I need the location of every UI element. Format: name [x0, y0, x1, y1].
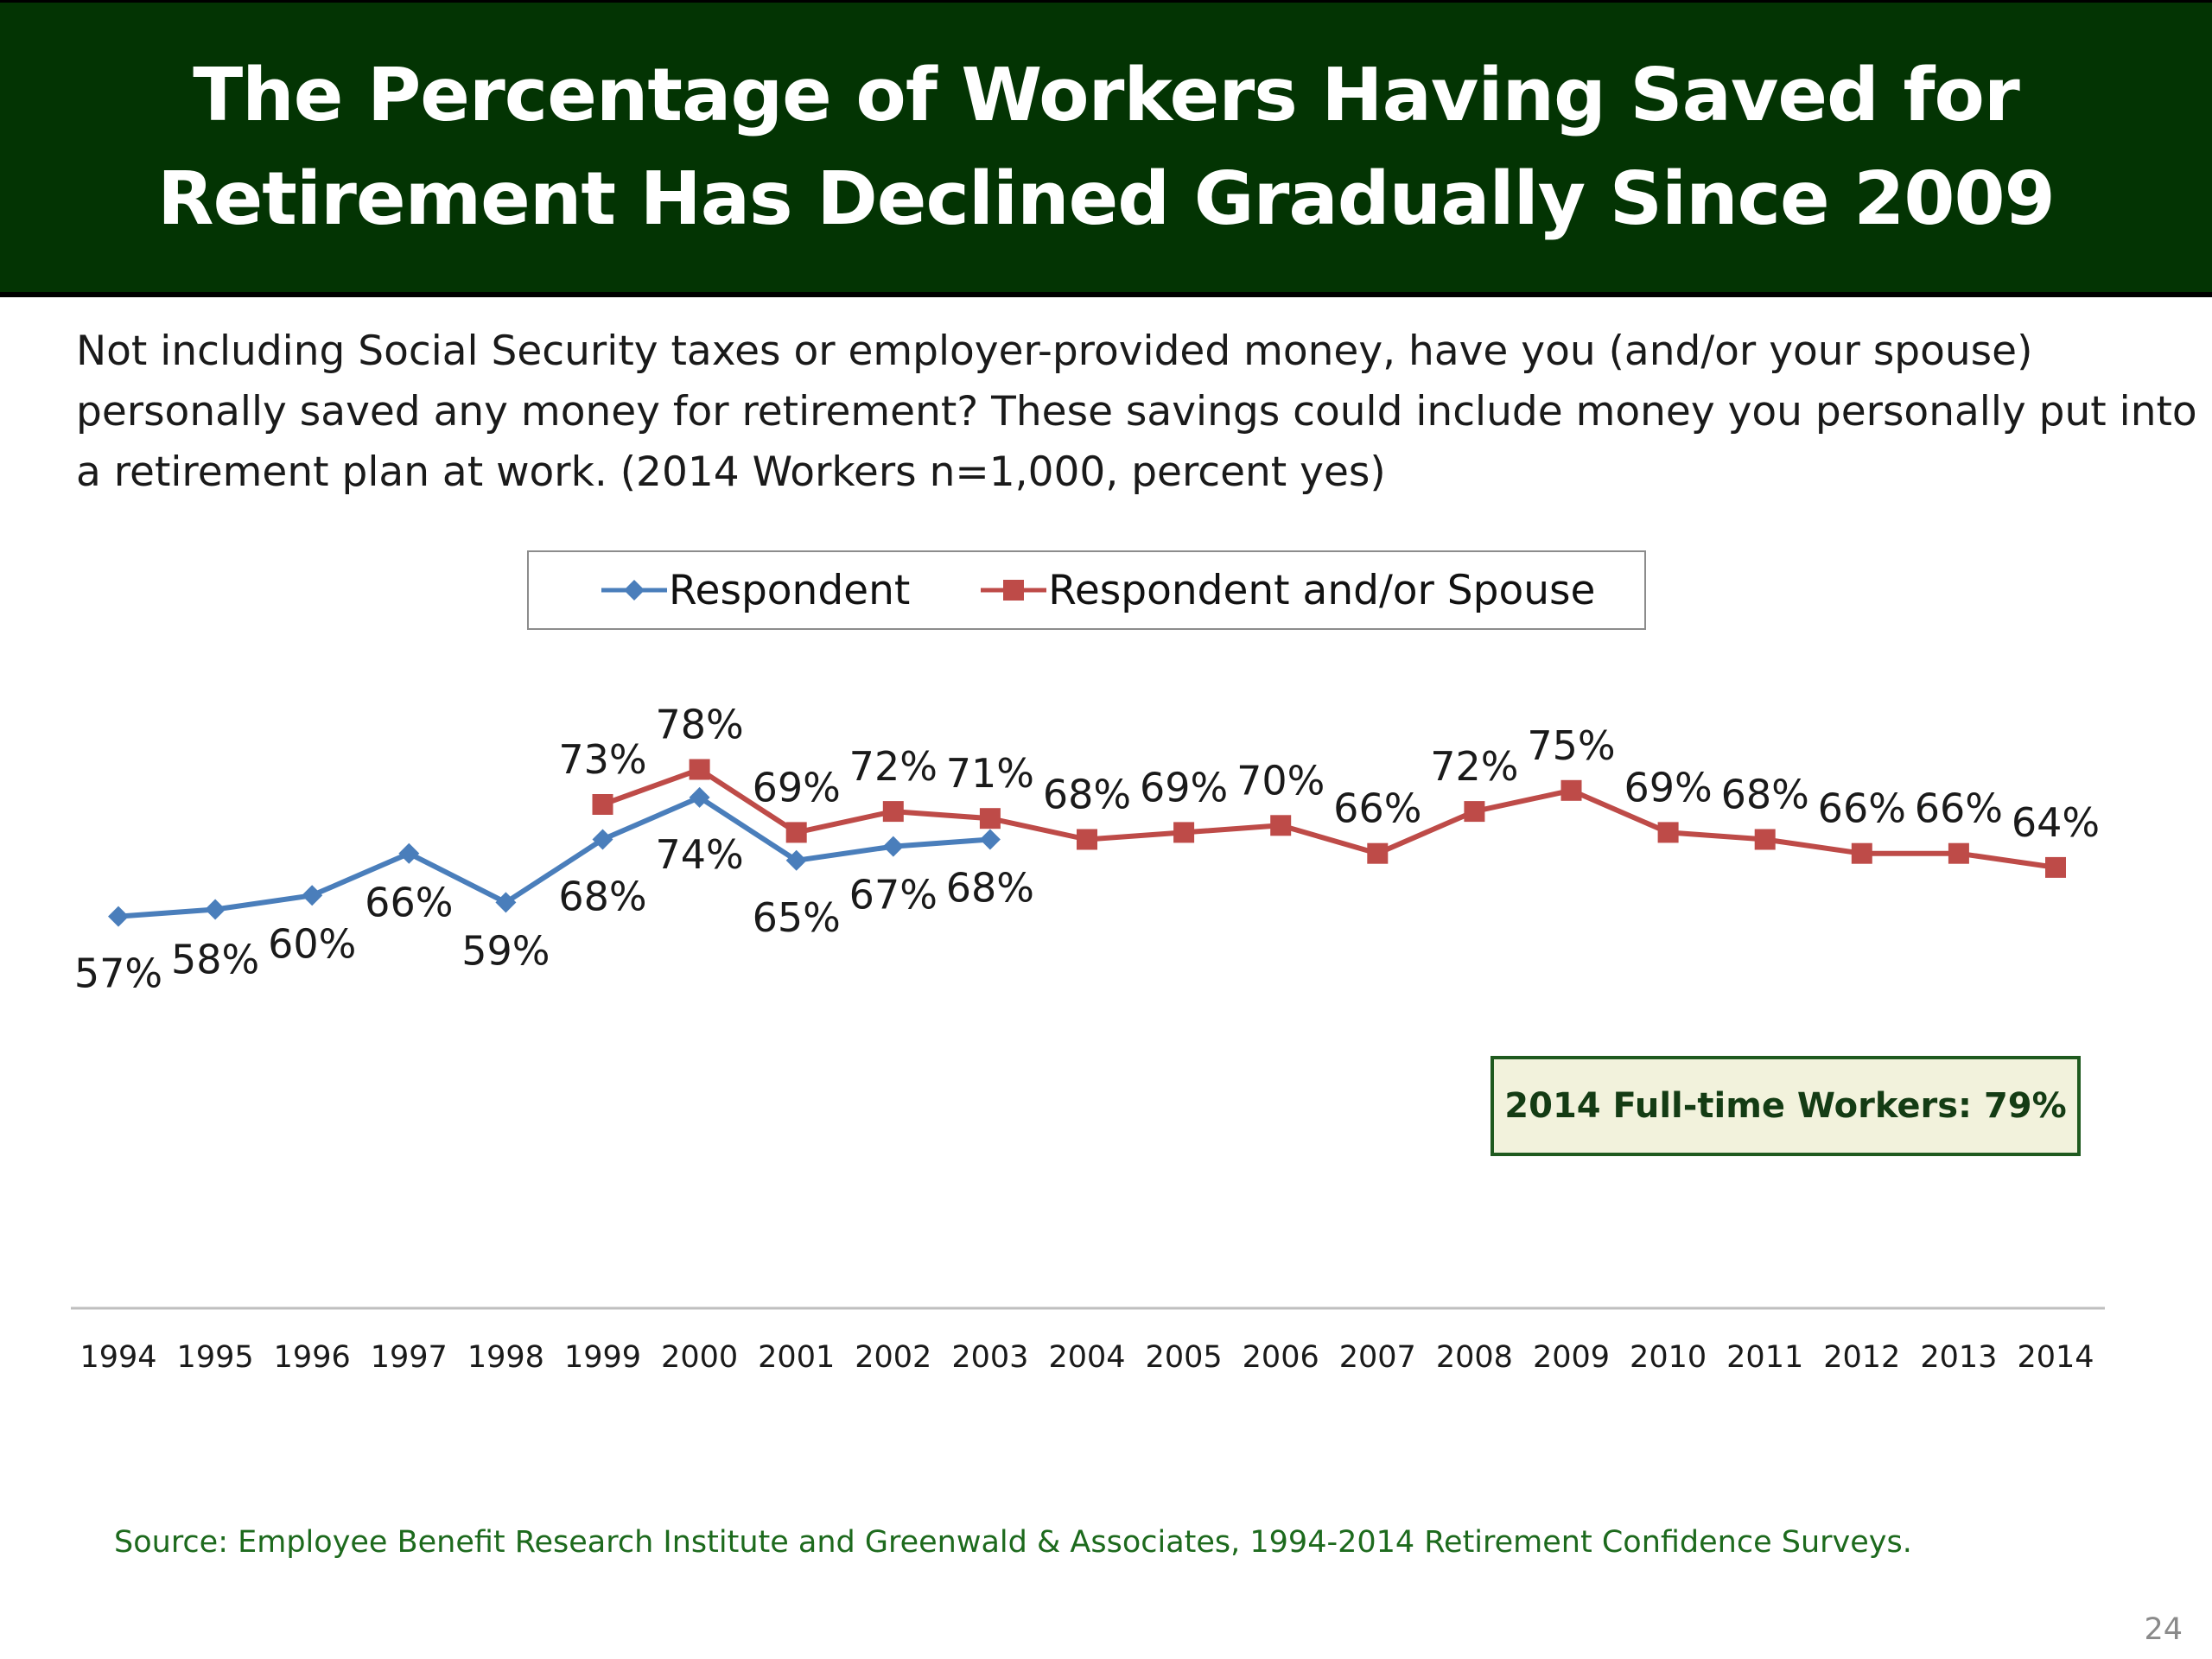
- spouse-data-point: [592, 794, 613, 815]
- title-line-2: Retirement Has Declined Gradually Since …: [157, 156, 2056, 242]
- respondent-data-label: 65%: [753, 894, 841, 941]
- spouse-data-label: 66%: [1333, 785, 1421, 832]
- respondent-data-point: [979, 829, 1001, 850]
- x-tick-label: 2013: [1920, 1340, 1997, 1375]
- spouse-data-label: 64%: [2012, 799, 2100, 846]
- spouse-data-point: [1754, 829, 1776, 850]
- spouse-data-point: [1270, 815, 1292, 836]
- spouse-data-label: 72%: [1430, 743, 1518, 790]
- spouse-data-point: [689, 759, 710, 780]
- spouse-data-point: [2045, 856, 2066, 878]
- spouse-data-label: 75%: [1527, 722, 1615, 769]
- x-tick-label: 2007: [1339, 1340, 1416, 1375]
- spouse-data-point: [1464, 801, 1485, 823]
- respondent-data-label: 58%: [171, 937, 259, 983]
- x-tick-label: 2014: [2017, 1340, 2094, 1375]
- spouse-data-label: 69%: [753, 764, 841, 810]
- x-tick-label: 1995: [177, 1340, 254, 1375]
- spouse-data-label: 70%: [1236, 757, 1325, 804]
- spouse-data-label: 68%: [1043, 772, 1131, 818]
- respondent-series-line: [118, 794, 991, 919]
- spouse-data-point: [882, 801, 904, 823]
- respondent-data-label: 74%: [655, 831, 743, 878]
- x-tick-label: 2006: [1243, 1340, 1319, 1375]
- respondent-data-point: [108, 906, 129, 927]
- x-tick-label: 1999: [564, 1340, 641, 1375]
- respondent-data-label: 68%: [558, 874, 646, 920]
- spouse-data-point: [1077, 829, 1097, 850]
- respondent-data-label: 66%: [365, 880, 453, 926]
- legend-label-spouse: Respondent and/or Spouse: [1048, 566, 1596, 614]
- respondent-data-point: [592, 829, 613, 850]
- question-line-2: personally saved any money for retiremen…: [76, 388, 2197, 435]
- x-tick-label: 2012: [1823, 1340, 1900, 1375]
- x-tick-label: 2009: [1533, 1340, 1610, 1375]
- respondent-data-point: [689, 786, 710, 808]
- spouse-data-point: [785, 822, 807, 843]
- respondent-data-point: [495, 892, 517, 913]
- legend-marker-diamond-icon: [601, 580, 667, 601]
- spouse-data-point: [1560, 779, 1582, 801]
- respondent-data-label: 67%: [849, 872, 938, 918]
- full-time-workers-callout: 2014 Full-time Workers: 79%: [1491, 1056, 2081, 1156]
- page-number: 24: [2144, 1612, 2183, 1647]
- spouse-series-line: [601, 766, 2056, 870]
- x-tick-label: 1997: [371, 1340, 448, 1375]
- legend-label-respondent: Respondent: [669, 566, 911, 614]
- x-tick-label: 2011: [1726, 1340, 1803, 1375]
- respondent-data-point: [302, 885, 323, 906]
- x-tick-label: 1994: [79, 1340, 156, 1375]
- x-tick-label: 2008: [1436, 1340, 1513, 1375]
- respondent-data-label: 60%: [268, 920, 356, 967]
- x-tick-label: 2001: [758, 1340, 835, 1375]
- spouse-data-label: 68%: [1721, 772, 1809, 818]
- respondent-data-label: 59%: [461, 927, 550, 974]
- spouse-data-label: 71%: [946, 750, 1034, 797]
- spouse-data-point: [1948, 842, 1969, 864]
- spouse-data-label: 66%: [1818, 785, 1906, 832]
- respondent-data-point: [205, 899, 226, 920]
- x-tick-label: 2005: [1146, 1340, 1223, 1375]
- legend-item-respondent: Respondent: [600, 567, 910, 614]
- spouse-data-point: [1657, 822, 1679, 843]
- legend-item-spouse: Respondent and/or Spouse: [979, 567, 1595, 614]
- survey-question: Not including Social Security taxes or e…: [76, 321, 2197, 503]
- respondent-data-point: [398, 842, 420, 864]
- spouse-data-point: [1173, 822, 1195, 843]
- respondent-data-point: [785, 849, 807, 871]
- x-tick-label: 2002: [855, 1340, 931, 1375]
- title-line-1: The Percentage of Workers Having Saved f…: [193, 52, 2020, 138]
- x-tick-label: 2010: [1630, 1340, 1707, 1375]
- x-tick-label: 2004: [1048, 1340, 1125, 1375]
- respondent-data-point: [882, 836, 904, 857]
- question-line-1: Not including Social Security taxes or e…: [76, 327, 2033, 375]
- spouse-data-point: [979, 808, 1001, 830]
- legend-marker-square-icon: [981, 580, 1047, 601]
- spouse-data-label: 69%: [1140, 764, 1228, 810]
- spouse-data-point: [1851, 842, 1872, 864]
- respondent-data-label: 68%: [946, 865, 1034, 912]
- spouse-data-label: 66%: [1915, 785, 2003, 832]
- spouse-data-label: 69%: [1624, 764, 1712, 810]
- spouse-data-label: 78%: [655, 702, 743, 748]
- question-line-3: a retirement plan at work. (2014 Workers…: [76, 448, 1386, 496]
- respondent-data-label: 57%: [74, 950, 162, 997]
- x-tick-label: 1996: [274, 1340, 351, 1375]
- x-tick-label: 2003: [951, 1340, 1028, 1375]
- title-bar: The Percentage of Workers Having Saved f…: [0, 0, 2212, 297]
- spouse-data-point: [1367, 842, 1389, 864]
- chart-legend: Respondent Respondent and/or Spouse: [527, 550, 1646, 630]
- source-note: Source: Employee Benefit Research Instit…: [114, 1525, 1912, 1560]
- x-tick-label: 1998: [467, 1340, 544, 1375]
- x-tick-label: 2000: [661, 1340, 738, 1375]
- spouse-data-label: 73%: [558, 736, 646, 783]
- spouse-data-label: 72%: [849, 743, 938, 790]
